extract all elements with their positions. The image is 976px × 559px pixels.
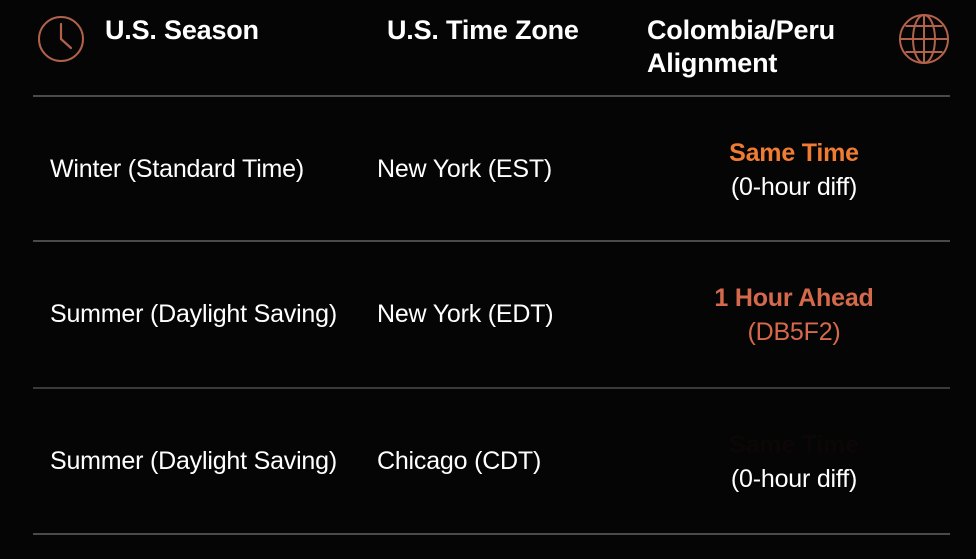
alignment-highlight: 1 Hour Ahead: [714, 284, 874, 312]
alignment-highlight: Same Time: [729, 431, 859, 459]
table-row: Summer (Daylight Saving) New York (EDT) …: [0, 242, 976, 388]
table-header-row: U.S. Season U.S. Time Zone Colombia/Peru…: [0, 0, 976, 88]
alignment-detail: (0-hour diff): [730, 465, 858, 493]
column-header-label: U.S. Season: [105, 15, 259, 45]
header-cell-alignment: Colombia/Peru Alignment: [635, 0, 943, 80]
cell-alignment: Same Time (0-hour diff): [635, 137, 943, 203]
column-header-label: Colombia/Peru Alignment: [647, 15, 835, 78]
cell-season: Winter (Standard Time): [50, 155, 305, 184]
header-separator: [33, 95, 950, 97]
table-bottom-separator: [33, 533, 950, 535]
globe-icon: [897, 10, 951, 68]
row-separator: [33, 240, 950, 242]
clock-icon: [36, 14, 86, 64]
cell-timezone: Chicago (CDT): [377, 447, 542, 476]
cell-alignment: Same Time (0-hour diff): [635, 429, 943, 495]
header-cell-season: U.S. Season: [33, 0, 355, 47]
header-gutter-left: [0, 0, 33, 14]
alignment-detail: (DB5F2): [747, 318, 841, 346]
cell-timezone: New York (EST): [377, 155, 553, 184]
row-separator: [33, 387, 950, 389]
cell-timezone: New York (EDT): [377, 300, 554, 329]
table-row: Winter (Standard Time) New York (EST) Sa…: [0, 97, 976, 243]
alignment-detail: (0-hour diff): [730, 173, 858, 201]
alignment-highlight: Same Time: [729, 139, 859, 167]
cell-season: Summer (Daylight Saving): [50, 300, 337, 329]
header-cell-timezone: U.S. Time Zone: [355, 0, 635, 47]
table-row: Summer (Daylight Saving) Chicago (CDT) S…: [0, 389, 976, 535]
cell-season: Summer (Daylight Saving): [50, 447, 337, 476]
column-header-label: U.S. Time Zone: [387, 15, 579, 45]
cell-alignment: 1 Hour Ahead (DB5F2): [635, 282, 943, 348]
